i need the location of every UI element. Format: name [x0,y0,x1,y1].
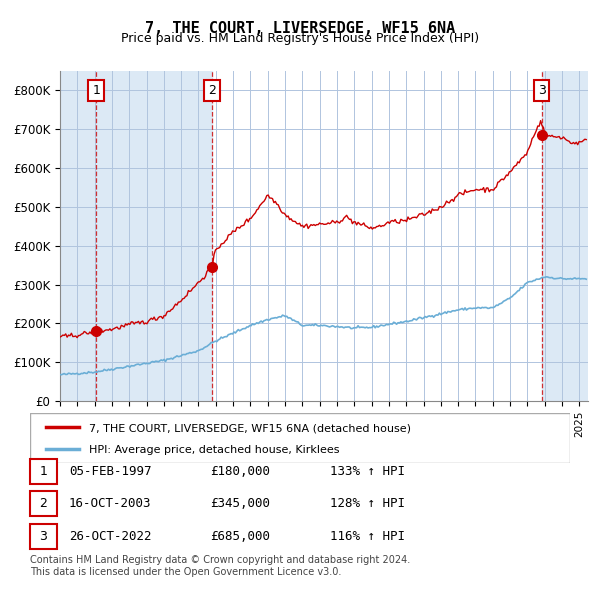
Text: £180,000: £180,000 [210,465,270,478]
Text: 2: 2 [40,497,47,510]
Text: 7, THE COURT, LIVERSEDGE, WF15 6NA: 7, THE COURT, LIVERSEDGE, WF15 6NA [145,21,455,35]
Text: 26-OCT-2022: 26-OCT-2022 [69,530,151,543]
Text: Contains HM Land Registry data © Crown copyright and database right 2024.
This d: Contains HM Land Registry data © Crown c… [30,555,410,577]
Text: £345,000: £345,000 [210,497,270,510]
Text: 16-OCT-2003: 16-OCT-2003 [69,497,151,510]
Text: 05-FEB-1997: 05-FEB-1997 [69,465,151,478]
Text: £685,000: £685,000 [210,530,270,543]
Text: 3: 3 [40,530,47,543]
Text: 1: 1 [40,465,47,478]
Text: HPI: Average price, detached house, Kirklees: HPI: Average price, detached house, Kirk… [89,445,340,455]
FancyBboxPatch shape [30,413,570,463]
Text: 2: 2 [208,84,216,97]
Text: Price paid vs. HM Land Registry's House Price Index (HPI): Price paid vs. HM Land Registry's House … [121,32,479,45]
Text: 1: 1 [92,84,100,97]
Text: 3: 3 [538,84,545,97]
Bar [60,71,212,401]
Text: 133% ↑ HPI: 133% ↑ HPI [330,465,405,478]
Bar [542,71,588,401]
Text: 7, THE COURT, LIVERSEDGE, WF15 6NA (detached house): 7, THE COURT, LIVERSEDGE, WF15 6NA (deta… [89,423,412,433]
Text: 116% ↑ HPI: 116% ↑ HPI [330,530,405,543]
Text: 128% ↑ HPI: 128% ↑ HPI [330,497,405,510]
